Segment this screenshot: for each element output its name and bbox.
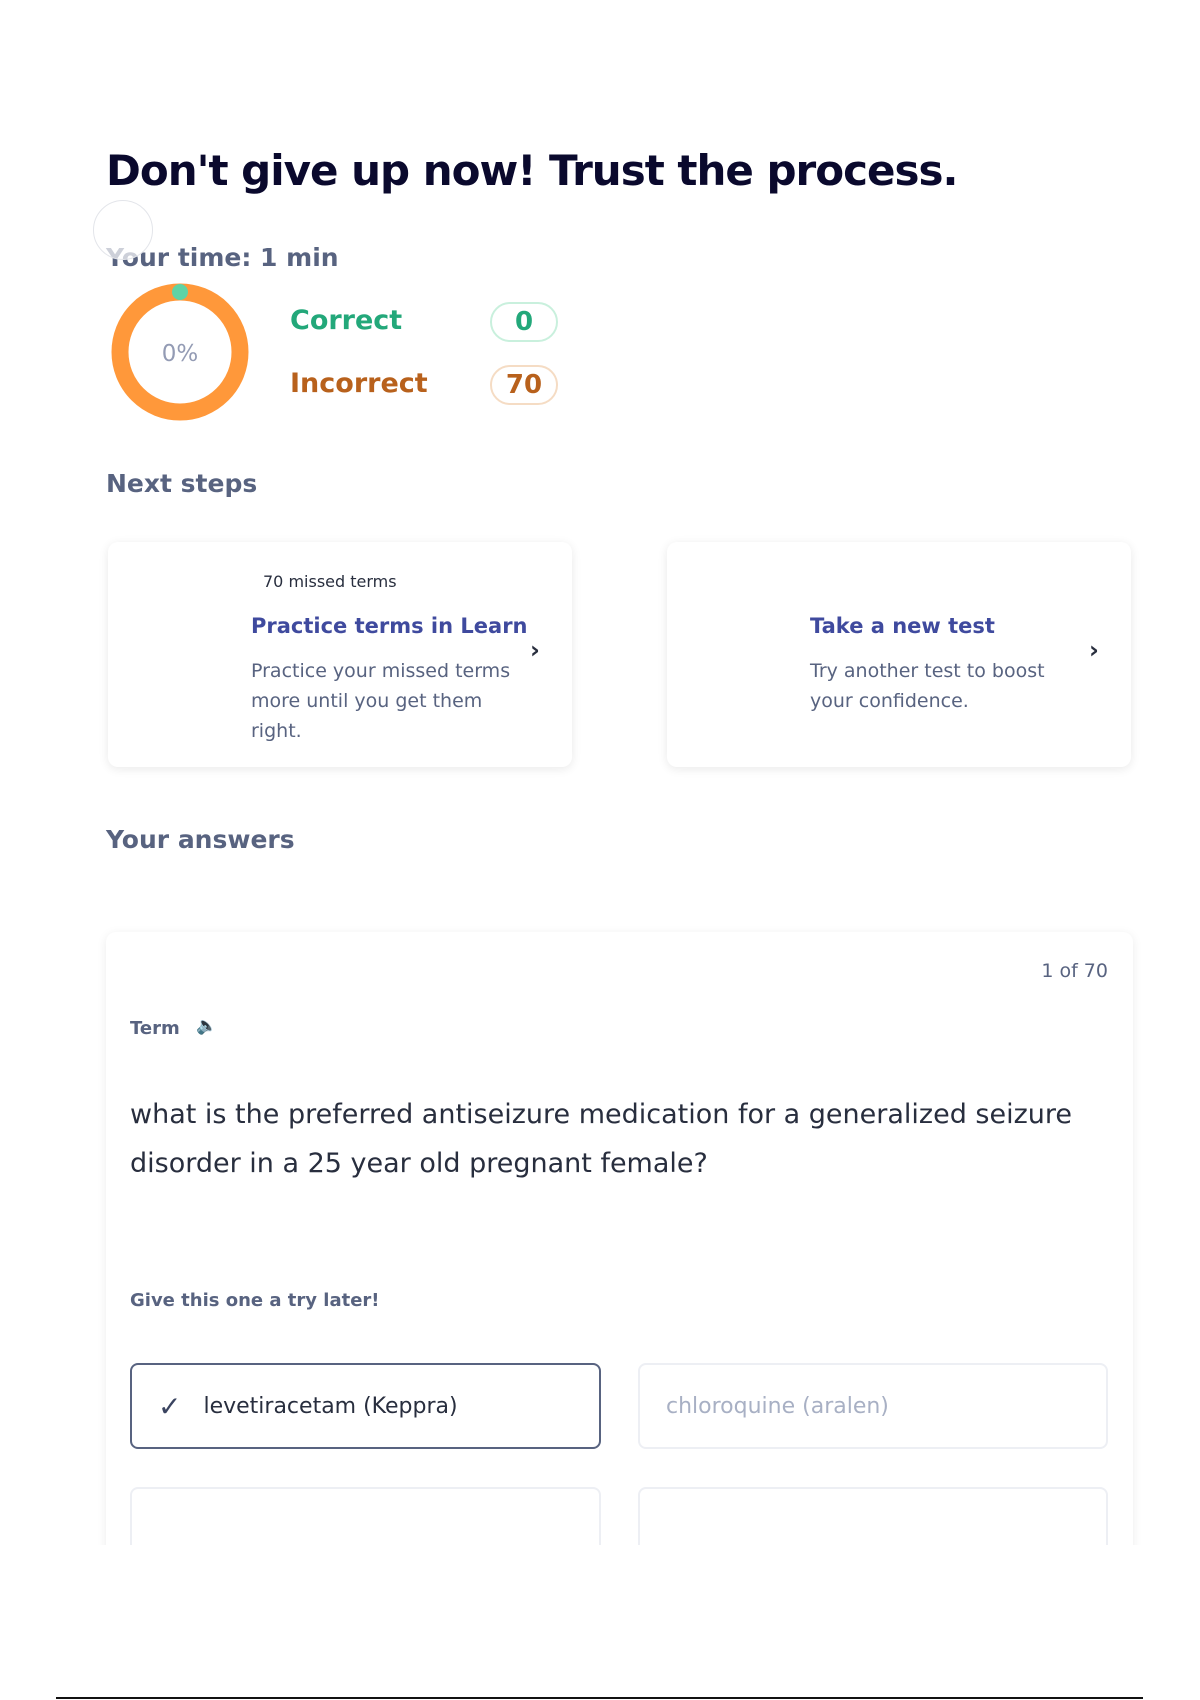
- touch-indicator: [93, 200, 153, 260]
- donut-correct-marker: [172, 284, 188, 300]
- card-title: Take a new test: [810, 614, 995, 638]
- practice-learn-card[interactable]: 70 missed terms Practice terms in Learn …: [108, 542, 572, 767]
- donut-percent: 0%: [162, 341, 199, 367]
- chevron-right-icon: ›: [530, 636, 540, 664]
- card-title: Practice terms in Learn: [251, 614, 528, 638]
- checkmark-icon: ✓: [158, 1389, 182, 1423]
- page-bottom-area: [0, 1545, 1200, 1700]
- option-label: levetiracetam (Keppra): [203, 1393, 458, 1419]
- question-counter: 1 of 70: [1041, 960, 1108, 982]
- feedback-text: Give this one a try later!: [130, 1290, 380, 1311]
- correct-label: Correct: [290, 305, 403, 336]
- chevron-right-icon: ›: [1089, 636, 1099, 664]
- question-text: what is the preferred antiseizure medica…: [130, 1099, 1072, 1179]
- answer-option-correct[interactable]: ✓ levetiracetam (Keppra): [130, 1363, 601, 1449]
- correct-count-badge: 0: [490, 302, 558, 342]
- card-description: Try another test to boost your confidenc…: [810, 660, 1045, 712]
- score-donut: 0%: [111, 283, 249, 421]
- bottom-divider: [56, 1697, 1143, 1699]
- incorrect-count-badge: 70: [490, 365, 558, 405]
- option-label: chloroquine (aralen): [666, 1393, 889, 1419]
- card-description: Practice your missed terms more until yo…: [251, 660, 511, 742]
- missed-terms-count: 70 missed terms: [263, 572, 397, 591]
- page-title: Don't give up now! Trust the process.: [106, 146, 958, 195]
- new-test-card[interactable]: Take a new test Try another test to boos…: [667, 542, 1131, 767]
- answer-card: 1 of 70 Term 🔈 what is the preferred ant…: [106, 932, 1133, 1573]
- your-answers-heading: Your answers: [106, 825, 295, 854]
- speaker-icon[interactable]: 🔈: [196, 1016, 218, 1036]
- answer-option[interactable]: chloroquine (aralen): [638, 1363, 1108, 1449]
- term-label: Term: [130, 1018, 180, 1039]
- incorrect-label: Incorrect: [290, 368, 428, 399]
- next-steps-heading: Next steps: [106, 469, 258, 498]
